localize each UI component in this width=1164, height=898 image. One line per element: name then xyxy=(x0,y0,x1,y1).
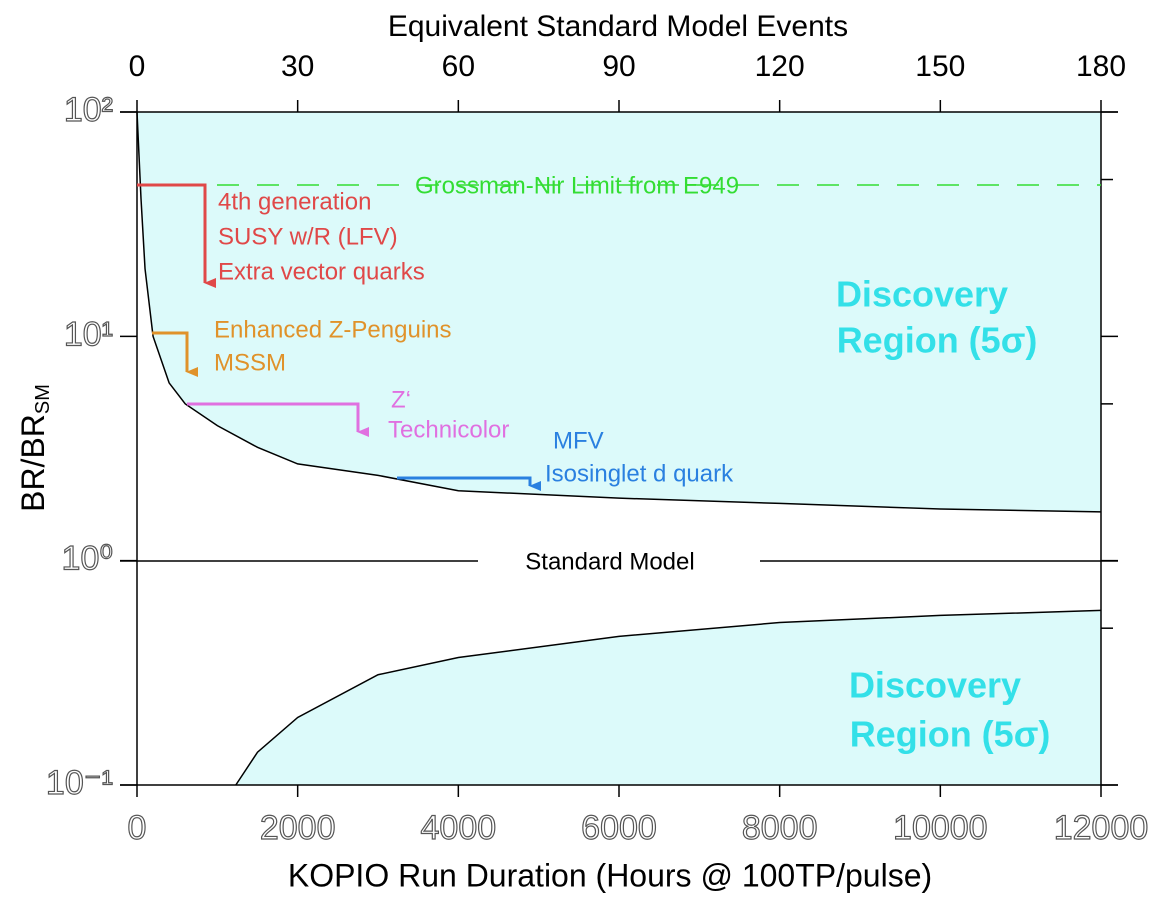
arrow-blue xyxy=(397,476,541,491)
x2-tick-label: 120 xyxy=(755,50,805,83)
region-fill xyxy=(137,112,1101,512)
y-tick-label: 10¹ xyxy=(64,315,113,353)
model-labels: 4th generation SUSY w/R (LFV) Extra vect… xyxy=(214,188,734,487)
y-tick-label: 10⁻¹ xyxy=(46,764,113,802)
layer: 0 2000 4000 6000 8000 10000 12000 0 30 60 90 120 150… xyxy=(45,50,1149,848)
model-label: MFV xyxy=(553,427,604,454)
x2-tick-label: 60 xyxy=(442,50,475,83)
model-label: Extra vector quarks xyxy=(218,258,425,285)
y-axis-label: BR/BRSM xyxy=(15,384,54,512)
x-tick-label: 2000 xyxy=(260,809,336,847)
region-labels: Discovery Region (5σ) Discovery Region (… xyxy=(836,274,1050,755)
region-label: Discovery xyxy=(836,274,1008,315)
region-fill xyxy=(235,610,1101,785)
model-label: 4th generation xyxy=(218,188,371,215)
x2-tick-label: 90 xyxy=(602,50,635,83)
x-tick-label: 4000 xyxy=(421,809,497,847)
y-tick-label: 10⁰ xyxy=(62,540,113,578)
x-tick-label: 10000 xyxy=(893,809,988,847)
model-label: MSSM xyxy=(214,349,286,376)
y-label-main: BR/BR xyxy=(15,414,51,512)
frame xyxy=(120,111,1118,786)
x-axis-label: KOPIO Run Duration (Hours @ 100TP/pulse) xyxy=(288,857,932,893)
model-label: Technicolor xyxy=(388,416,509,443)
x2-tick-label: 150 xyxy=(915,50,965,83)
limit-label: Grossman-Nir Limit from E949 xyxy=(415,172,739,199)
top-axis-title: Equivalent Standard Model Events xyxy=(388,10,848,43)
x-tick-label: 6000 xyxy=(581,809,657,847)
region-label: Discovery xyxy=(849,665,1021,706)
y-tick-label: 10² xyxy=(64,91,113,129)
x2-tick-label: 0 xyxy=(129,50,146,83)
x-tick-label: 0 xyxy=(128,809,147,847)
model-arrows xyxy=(137,183,541,491)
boundary-curve xyxy=(235,609,1102,786)
region-label: Region (5σ) xyxy=(837,320,1038,361)
model-label: Isosinglet d quark xyxy=(545,460,734,487)
x2-tick-label: 180 xyxy=(1076,50,1126,83)
arrow-red xyxy=(137,183,216,288)
x2-tick-label: 30 xyxy=(281,50,314,83)
model-label: Enhanced Z-Penguins xyxy=(214,316,452,343)
y-label-sub: SM xyxy=(32,384,54,414)
fills xyxy=(137,112,1101,785)
arrow-orange xyxy=(152,331,198,377)
region-label: Region (5σ) xyxy=(850,714,1051,755)
boundary-curve xyxy=(136,111,1102,513)
x-tick-label: 12000 xyxy=(1054,809,1149,847)
arrow-magenta xyxy=(187,402,369,437)
model-label: Z‘ xyxy=(391,386,411,413)
model-label: SUSY w/R (LFV) xyxy=(218,223,398,250)
reference-label: Standard Model xyxy=(525,548,694,575)
x-tick-label: 8000 xyxy=(742,809,818,847)
